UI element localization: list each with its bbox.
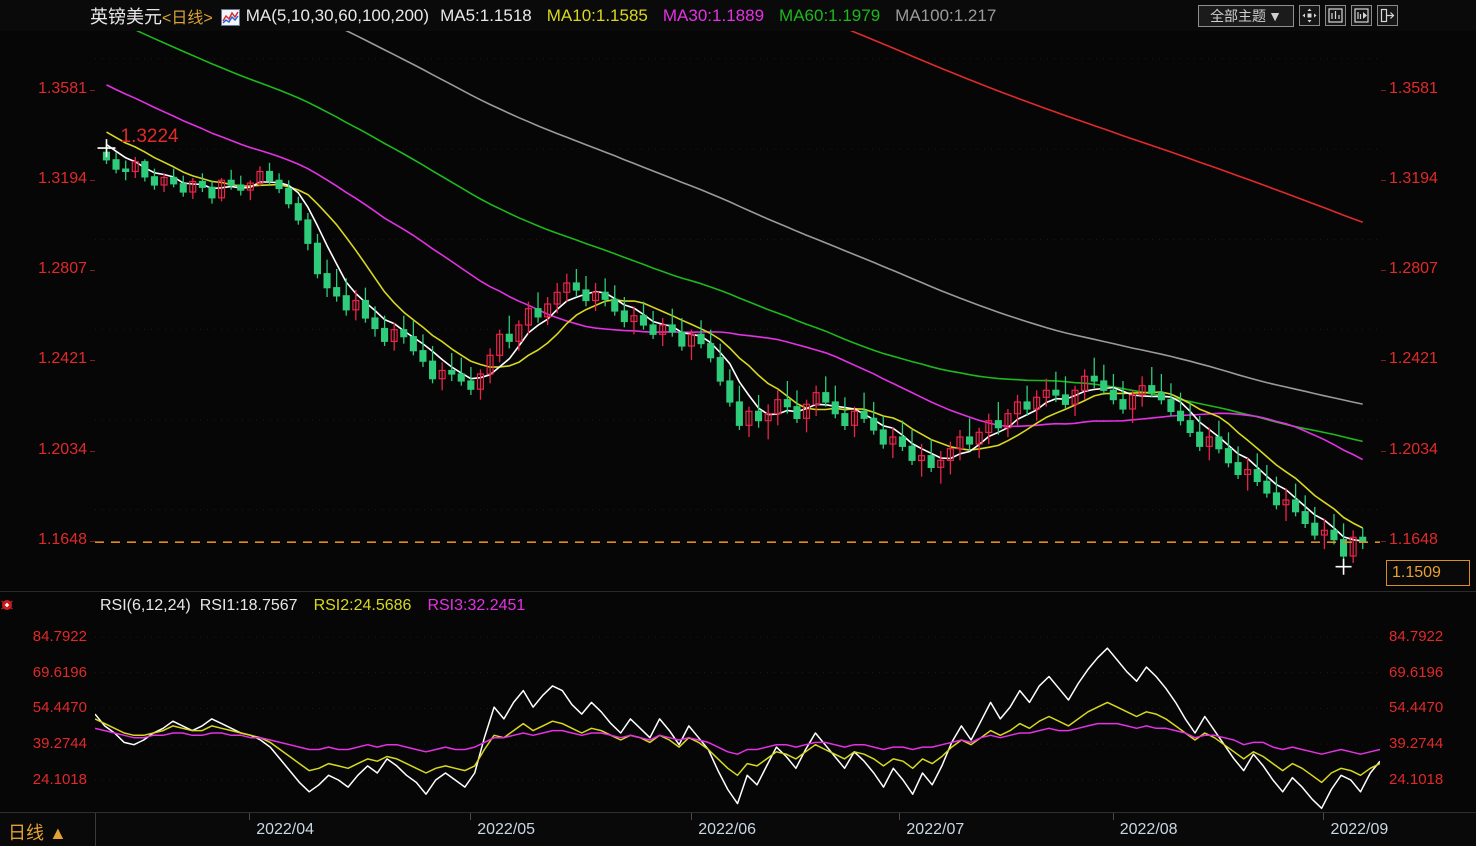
axis-tick-mark — [90, 450, 95, 452]
time-axis-tick: 2022/04 — [256, 821, 315, 838]
time-axis-tick: 2022/09 — [1330, 821, 1389, 838]
price-axis-tick-right: 1.2807 — [1389, 260, 1438, 278]
rsi-axis-tick-right: 39.2744 — [1389, 735, 1444, 753]
axis-tick-mark — [90, 540, 95, 542]
move-crosshair-icon[interactable] — [1299, 5, 1320, 26]
rsi-axis-tick-left: 39.2744 — [32, 735, 87, 753]
rsi-axis-tick-left: 84.7922 — [32, 627, 87, 645]
close-indicator-icon[interactable] — [0, 598, 16, 614]
price-axis-left: 1.3581 1.3194 1.2807 1.2421 1.2034 1.1648 — [0, 31, 95, 591]
chevron-down-icon: ▼ — [1268, 7, 1282, 24]
time-axis-tick: 2022/06 — [698, 821, 757, 838]
shift-right-icon[interactable] — [1351, 5, 1372, 26]
candlestick-series — [102, 142, 1367, 567]
ma10-value: MA10:1.1585 — [546, 5, 648, 25]
axis-tick-mark — [90, 270, 95, 272]
time-axis-separator — [470, 813, 472, 820]
period-toggle-button[interactable]: 日线 ▲ — [8, 823, 67, 843]
period-toggle-divider — [95, 813, 96, 846]
fit-chart-icon[interactable] — [1325, 5, 1346, 26]
rsi-axis-left: 84.7922 69.6196 54.4470 39.2744 24.1018 — [0, 620, 95, 813]
symbol-period: <日线> — [162, 9, 213, 27]
time-axis-separator — [899, 813, 901, 820]
rsi-line-rsi2 — [95, 701, 1380, 784]
rsi-axis-tick-right: 54.4470 — [1389, 699, 1444, 717]
rsi-axis-tick-left: 54.4470 — [32, 699, 87, 717]
header-toolbar: 全部主题 ▼ — [1198, 4, 1398, 27]
price-plot-area[interactable] — [95, 31, 1380, 591]
time-axis-separator — [1323, 813, 1325, 820]
last-price-badge: 1.1509 — [1386, 560, 1470, 587]
detach-window-icon[interactable] — [1377, 5, 1398, 26]
axis-tick-mark — [1381, 89, 1386, 91]
axis-tick-mark — [1381, 540, 1386, 542]
symbol-name: 英镑美元 — [90, 6, 162, 27]
time-axis-separator — [691, 813, 693, 820]
time-axis-tick: 2022/08 — [1119, 821, 1178, 838]
ma-params-label: MA(5,10,30,60,100,200) — [245, 5, 430, 25]
rsi-line-rsi1 — [95, 647, 1380, 810]
rsi-legend: RSI(6,12,24) RSI1:18.7567 RSI2:24.5686 R… — [100, 596, 541, 616]
price-axis-tick-right: 1.1648 — [1389, 530, 1438, 548]
theme-select-label: 全部主题 — [1210, 7, 1267, 24]
rsi-line-rsi3 — [95, 722, 1380, 755]
rsi-axis-tick-left: 69.6196 — [32, 663, 87, 681]
rsi2-value: RSI2:24.5686 — [313, 597, 412, 614]
period-high-label: 1.3224 — [120, 126, 179, 148]
price-axis-tick-left: 1.3581 — [38, 79, 87, 97]
axis-tick-mark — [90, 360, 95, 362]
rsi-axis-right: 84.7922 69.6196 54.4470 39.2744 24.1018 — [1381, 620, 1476, 813]
axis-tick-mark — [90, 89, 95, 91]
indicator-legend: 英镑美元 <日线> MA(5,10,30,60,100,200) MA5:1.1… — [90, 0, 1011, 31]
axis-tick-mark — [1381, 450, 1386, 452]
time-axis-tick: 2022/07 — [906, 821, 965, 838]
price-axis-tick-right: 1.3581 — [1389, 79, 1438, 97]
axis-tick-mark — [1381, 270, 1386, 272]
price-axis-tick-right: 1.2034 — [1389, 440, 1438, 458]
price-axis-tick-left: 1.3194 — [38, 170, 87, 188]
rsi-axis-tick-right: 84.7922 — [1389, 627, 1444, 645]
rsi-axis-tick-right: 24.1018 — [1389, 770, 1444, 788]
price-axis-tick-left: 1.2807 — [38, 260, 87, 278]
rsi-axis-tick-right: 69.6196 — [1389, 663, 1444, 681]
ma30-value: MA30:1.1889 — [662, 5, 765, 25]
time-axis-tick: 2022/05 — [477, 821, 536, 838]
rsi-axis-tick-left: 24.1018 — [32, 770, 87, 788]
time-axis-separator — [249, 813, 251, 820]
rsi-title: RSI(6,12,24) — [100, 597, 191, 614]
rsi-indicator-pane[interactable]: RSI(6,12,24) RSI1:18.7567 RSI2:24.5686 R… — [0, 591, 1476, 812]
price-axis-tick-left: 1.1648 — [38, 530, 87, 548]
price-axis-tick-right: 1.2421 — [1389, 350, 1438, 368]
time-axis[interactable]: 日线 ▲ 2022/04 2022/05 2022/06 2022/07 2022/08… — [0, 812, 1476, 846]
rsi1-value: RSI1:18.7567 — [199, 597, 298, 614]
axis-tick-mark — [90, 180, 95, 182]
price-axis-tick-left: 1.2034 — [38, 440, 87, 458]
time-axis-separator — [1112, 813, 1114, 820]
rsi3-value: RSI3:32.2451 — [427, 597, 526, 614]
price-axis-right: 1.3581 1.3194 1.2807 1.2421 1.2034 1.1648 — [1381, 31, 1476, 591]
theme-select-dropdown[interactable]: 全部主题 ▼ — [1198, 4, 1294, 27]
axis-tick-mark — [1381, 180, 1386, 182]
price-axis-tick-right: 1.3194 — [1389, 170, 1438, 188]
ma5-value: MA5:1.1518 — [440, 5, 532, 25]
price-chart-pane[interactable]: 1.3581 1.3194 1.2807 1.2421 1.2034 1.1648 1.3… — [0, 31, 1476, 612]
ma-chart-icon[interactable] — [220, 9, 240, 26]
price-axis-tick-left: 1.2421 — [38, 350, 87, 368]
rsi-plot-area[interactable] — [95, 620, 1380, 813]
chart-header-bar: 英镑美元 <日线> MA(5,10,30,60,100,200) MA5:1.1… — [0, 0, 1476, 31]
ma60-value: MA60:1.1979 — [779, 5, 881, 25]
axis-tick-mark — [1381, 360, 1386, 362]
ma100-value: MA100:1.217 — [895, 5, 997, 25]
